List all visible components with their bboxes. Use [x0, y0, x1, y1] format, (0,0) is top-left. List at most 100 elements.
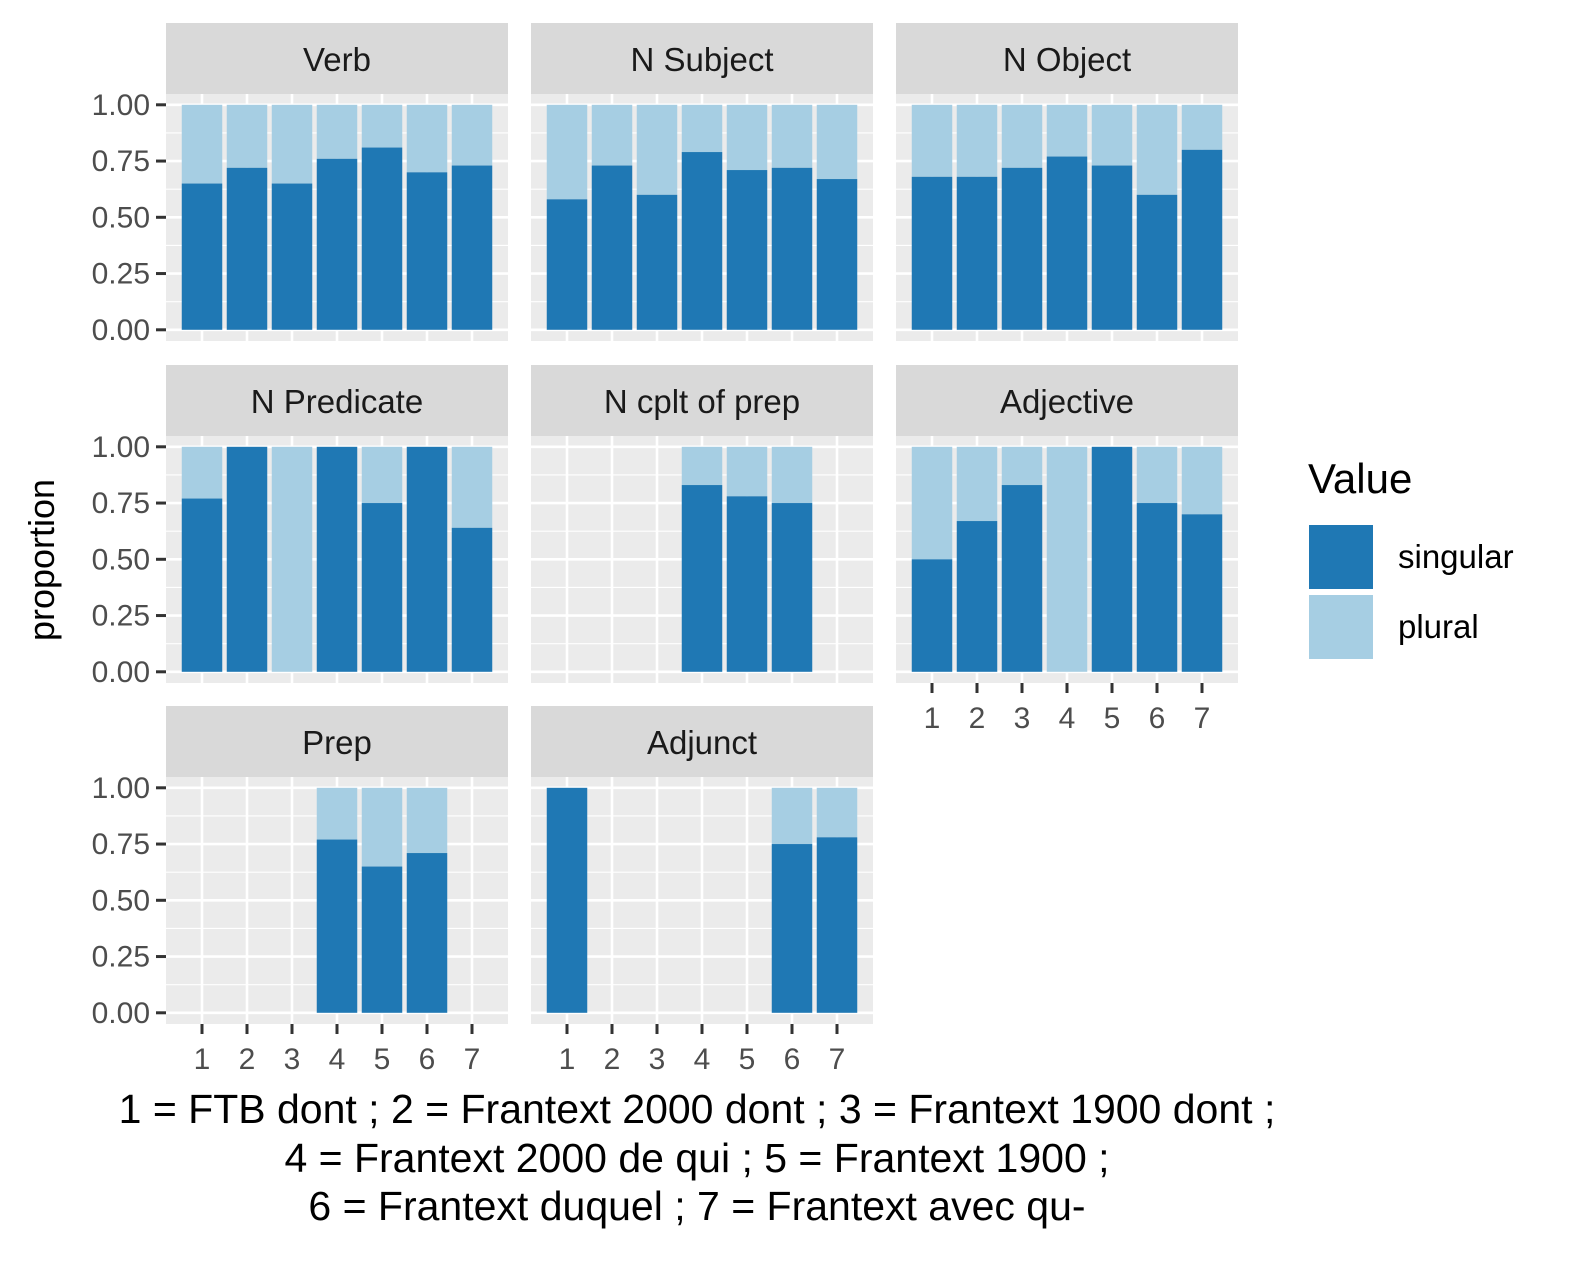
- bar-singular-verb-3: [271, 183, 313, 330]
- caption-line-2: 4 = Frantext 2000 de qui ; 5 = Frantext …: [284, 1135, 1109, 1181]
- x-tick-label: 4: [694, 1043, 711, 1076]
- strip-n-predicate: [166, 365, 508, 436]
- caption-line-1: 1 = FTB dont ; 2 = Frantext 2000 dont ; …: [119, 1086, 1276, 1132]
- bar-plural-n-object-1: [911, 104, 953, 177]
- caption-line-3: 6 = Frantext duquel ; 7 = Frantext avec …: [308, 1183, 1085, 1229]
- x-tick-label: 5: [1104, 702, 1121, 735]
- bar-singular-n-subject-4: [681, 152, 723, 330]
- strip-label-n-subject: N Subject: [630, 41, 773, 78]
- strip-label-n-cplt-of-prep: N cplt of prep: [604, 383, 800, 420]
- bar-plural-adjective-6: [1136, 446, 1178, 504]
- bar-plural-n-predicate-3: [271, 446, 313, 672]
- bar-singular-n-subject-3: [636, 194, 678, 330]
- y-tick-label: 1.00: [92, 431, 150, 464]
- legend-title: Value: [1308, 455, 1412, 502]
- y-tick-label: 0.00: [92, 997, 150, 1030]
- bar-plural-n-object-4: [1046, 104, 1088, 157]
- bar-plural-prep-6: [406, 787, 448, 854]
- panel-n-cplt-of-prep: N cplt of prep: [531, 365, 873, 683]
- bar-plural-verb-2: [226, 104, 268, 168]
- bar-plural-verb-4: [316, 104, 358, 159]
- x-tick-label: 1: [194, 1043, 211, 1076]
- y-tick-label: 1.00: [92, 772, 150, 805]
- x-tick-label: 4: [329, 1043, 346, 1076]
- bar-singular-adjunct-7: [816, 837, 858, 1013]
- bar-singular-n-predicate-2: [226, 446, 268, 672]
- x-tick-label: 7: [464, 1043, 481, 1076]
- bar-singular-n-cplt-of-prep-5: [726, 496, 768, 672]
- strip-adjective: [896, 365, 1238, 436]
- bar-singular-adjective-2: [956, 521, 998, 672]
- bar-plural-n-object-6: [1136, 104, 1178, 195]
- panel-adjective: Adjective 1 2 3 4 5 6 7: [896, 365, 1238, 735]
- strip-n-cplt-of-prep: [531, 365, 873, 436]
- panel-verb: Verb 0.00 0.25 0.50 0.75 1.00: [92, 23, 508, 347]
- y-axis-title: proportion: [21, 479, 62, 641]
- bar-plural-n-subject-6: [771, 104, 813, 168]
- y-tick-label: 0.75: [92, 487, 150, 520]
- bar-singular-verb-7: [451, 165, 493, 330]
- bar-plural-n-subject-4: [681, 104, 723, 153]
- bar-singular-verb-2: [226, 167, 268, 330]
- x-tick-label: 3: [649, 1043, 666, 1076]
- x-tick-label: 3: [1014, 702, 1031, 735]
- strip-label-adjective: Adjective: [1000, 383, 1134, 420]
- y-tick-label: 0.25: [92, 941, 150, 974]
- x-tick-label: 6: [419, 1043, 436, 1076]
- legend-label-singular: singular: [1398, 538, 1514, 575]
- bar-singular-prep-4: [316, 839, 358, 1013]
- bar-singular-n-object-7: [1181, 149, 1223, 330]
- bar-plural-n-subject-7: [816, 104, 858, 180]
- bar-plural-n-object-3: [1001, 104, 1043, 168]
- x-tick-label: 5: [374, 1043, 391, 1076]
- bar-plural-n-subject-5: [726, 104, 768, 171]
- y-tick-label: 0.75: [92, 828, 150, 861]
- panel-n-subject: N Subject: [531, 23, 873, 341]
- bar-plural-prep-5: [361, 787, 403, 867]
- bar-singular-n-object-1: [911, 176, 953, 330]
- bar-singular-adjective-6: [1136, 503, 1178, 672]
- strip-label-n-predicate: N Predicate: [251, 383, 423, 420]
- bar-plural-n-predicate-5: [361, 446, 403, 504]
- bar-plural-adjective-1: [911, 446, 953, 560]
- panel-n-predicate: N Predicate 0.00 0.25 0.50 0.75 1.00: [92, 365, 508, 689]
- strip-verb: [166, 23, 508, 94]
- x-tick-label: 4: [1059, 702, 1076, 735]
- bar-singular-adjective-3: [1001, 485, 1043, 672]
- bar-singular-n-subject-5: [726, 170, 768, 330]
- bar-plural-n-predicate-1: [181, 446, 223, 499]
- x-tick-label: 2: [239, 1043, 256, 1076]
- x-tick-label: 5: [739, 1043, 756, 1076]
- panel-n-object: N Object: [896, 23, 1238, 341]
- bar-singular-n-object-4: [1046, 156, 1088, 330]
- y-tick-label: 0.50: [92, 884, 150, 917]
- bar-singular-adjunct-1: [546, 787, 588, 1013]
- x-tick-label: 6: [784, 1043, 801, 1076]
- bar-plural-n-object-5: [1091, 104, 1133, 166]
- bar-plural-verb-7: [451, 104, 493, 166]
- bar-singular-n-subject-6: [771, 167, 813, 330]
- y-tick-label: 0.00: [92, 314, 150, 347]
- bar-singular-n-object-2: [956, 176, 998, 330]
- bar-singular-adjective-1: [911, 559, 953, 672]
- bar-plural-n-cplt-of-prep-5: [726, 446, 768, 497]
- bar-plural-adjunct-6: [771, 787, 813, 845]
- bar-plural-n-cplt-of-prep-6: [771, 446, 813, 504]
- bar-singular-n-cplt-of-prep-6: [771, 503, 813, 672]
- bar-singular-n-predicate-4: [316, 446, 358, 672]
- legend-swatch-singular: [1307, 523, 1375, 591]
- bar-singular-n-predicate-6: [406, 446, 448, 672]
- bar-singular-adjunct-6: [771, 844, 813, 1013]
- x-tick-label: 1: [559, 1043, 576, 1076]
- y-tick-label: 0.25: [92, 600, 150, 633]
- y-tick-label: 0.75: [92, 145, 150, 178]
- panels-layer: Verb 0.00 0.25 0.50 0.75 1.00 N Subject N Objec…: [92, 23, 1238, 1076]
- bar-singular-verb-5: [361, 147, 403, 330]
- bar-singular-verb-6: [406, 172, 448, 330]
- bar-singular-verb-4: [316, 158, 358, 330]
- bar-plural-adjective-2: [956, 446, 998, 522]
- bar-plural-n-predicate-7: [451, 446, 493, 528]
- bar-plural-verb-3: [271, 104, 313, 184]
- bar-plural-adjective-3: [1001, 446, 1043, 486]
